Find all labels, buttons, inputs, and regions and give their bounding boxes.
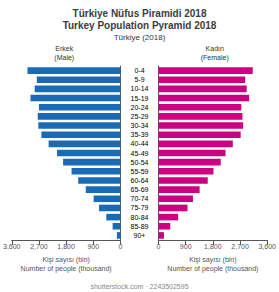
svg-text:shutterstock.com · 2243502595: shutterstock.com · 2243502595 [90, 283, 188, 290]
svg-text:65-69: 65-69 [131, 186, 149, 193]
svg-text:90+: 90+ [134, 232, 146, 239]
svg-text:Number of people (thousand): Number of people (thousand) [167, 265, 258, 273]
svg-text:900: 900 [87, 243, 99, 250]
svg-text:(Female): (Female) [201, 54, 229, 62]
svg-text:30-34: 30-34 [131, 122, 149, 129]
svg-text:0-4: 0-4 [134, 67, 144, 74]
svg-text:Kişi sayısı (bin): Kişi sayısı (bin) [189, 256, 236, 264]
svg-text:3,600: 3,600 [3, 243, 21, 250]
svg-text:50-54: 50-54 [131, 159, 149, 166]
svg-text:15-19: 15-19 [131, 95, 149, 102]
svg-text:1,800: 1,800 [57, 243, 75, 250]
svg-text:2,700: 2,700 [30, 243, 48, 250]
svg-text:40-44: 40-44 [131, 140, 149, 147]
svg-text:Kişi sayısı (bin): Kişi sayısı (bin) [42, 256, 89, 264]
svg-text:5-9: 5-9 [134, 76, 144, 83]
svg-text:0: 0 [157, 243, 161, 250]
svg-text:85-89: 85-89 [131, 223, 149, 230]
svg-text:1,800: 1,800 [204, 243, 222, 250]
svg-text:2,700: 2,700 [231, 243, 249, 250]
svg-text:20-24: 20-24 [131, 104, 149, 111]
svg-text:35-39: 35-39 [131, 131, 149, 138]
svg-text:900: 900 [180, 243, 192, 250]
svg-text:Türkiye Nüfus Piramidi 2018: Türkiye Nüfus Piramidi 2018 [73, 8, 207, 19]
svg-text:Erkek: Erkek [55, 45, 73, 52]
svg-text:Kadın: Kadın [206, 45, 224, 52]
svg-text:45-49: 45-49 [131, 150, 149, 157]
svg-text:10-14: 10-14 [131, 85, 149, 92]
svg-text:80-84: 80-84 [131, 214, 149, 221]
svg-text:Türkiye (2018): Türkiye (2018) [114, 33, 166, 42]
svg-text:60-64: 60-64 [131, 177, 149, 184]
svg-text:70-74: 70-74 [131, 195, 149, 202]
svg-text:55-59: 55-59 [131, 168, 149, 175]
svg-text:Number of people (thousand): Number of people (thousand) [21, 265, 112, 273]
svg-text:3,600: 3,600 [258, 243, 276, 250]
svg-text:75-79: 75-79 [131, 204, 149, 211]
svg-text:(Male): (Male) [54, 54, 74, 62]
svg-text:0: 0 [119, 243, 123, 250]
svg-text:25-29: 25-29 [131, 113, 149, 120]
svg-text:Turkey Population Pyramid 2018: Turkey Population Pyramid 2018 [63, 20, 217, 31]
